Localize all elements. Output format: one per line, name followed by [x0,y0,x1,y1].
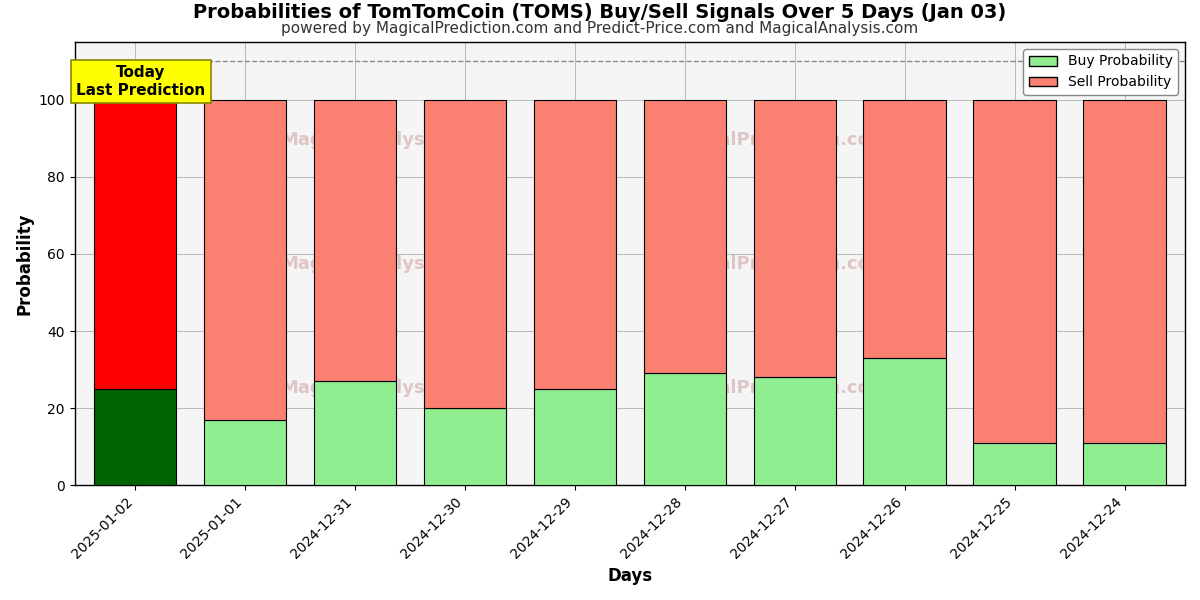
Bar [643,373,726,485]
Text: powered by MagicalPrediction.com and Predict-Price.com and MagicalAnalysis.com: powered by MagicalPrediction.com and Pre… [281,21,919,36]
Bar [424,408,506,485]
Bar [204,420,287,485]
Bar [204,100,287,420]
Bar [864,100,946,358]
Legend: Buy Probability, Sell Probability: Buy Probability, Sell Probability [1024,49,1178,95]
Bar [313,100,396,381]
Bar [424,100,506,408]
Text: MagicalAnalysis.com: MagicalAnalysis.com [281,131,491,149]
Text: Today
Last Prediction: Today Last Prediction [76,65,205,98]
Bar [534,389,616,485]
Y-axis label: Probability: Probability [16,212,34,315]
Text: MagicalPrediction.com: MagicalPrediction.com [660,131,889,149]
Bar [1084,100,1165,443]
Bar [973,443,1056,485]
Text: Probabilities of TomTomCoin (TOMS) Buy/Sell Signals Over 5 Days (Jan 03): Probabilities of TomTomCoin (TOMS) Buy/S… [193,3,1007,22]
Bar [1084,443,1165,485]
Bar [643,100,726,373]
Bar [754,100,836,377]
X-axis label: Days: Days [607,567,653,585]
Bar [313,381,396,485]
Bar [94,100,176,389]
Text: MagicalPrediction.com: MagicalPrediction.com [660,254,889,272]
Bar [94,389,176,485]
Bar [534,100,616,389]
Text: MagicalPrediction.com: MagicalPrediction.com [660,379,889,397]
Bar [864,358,946,485]
Bar [754,377,836,485]
Bar [973,100,1056,443]
Text: MagicalAnalysis.com: MagicalAnalysis.com [281,379,491,397]
Text: MagicalAnalysis.com: MagicalAnalysis.com [281,254,491,272]
